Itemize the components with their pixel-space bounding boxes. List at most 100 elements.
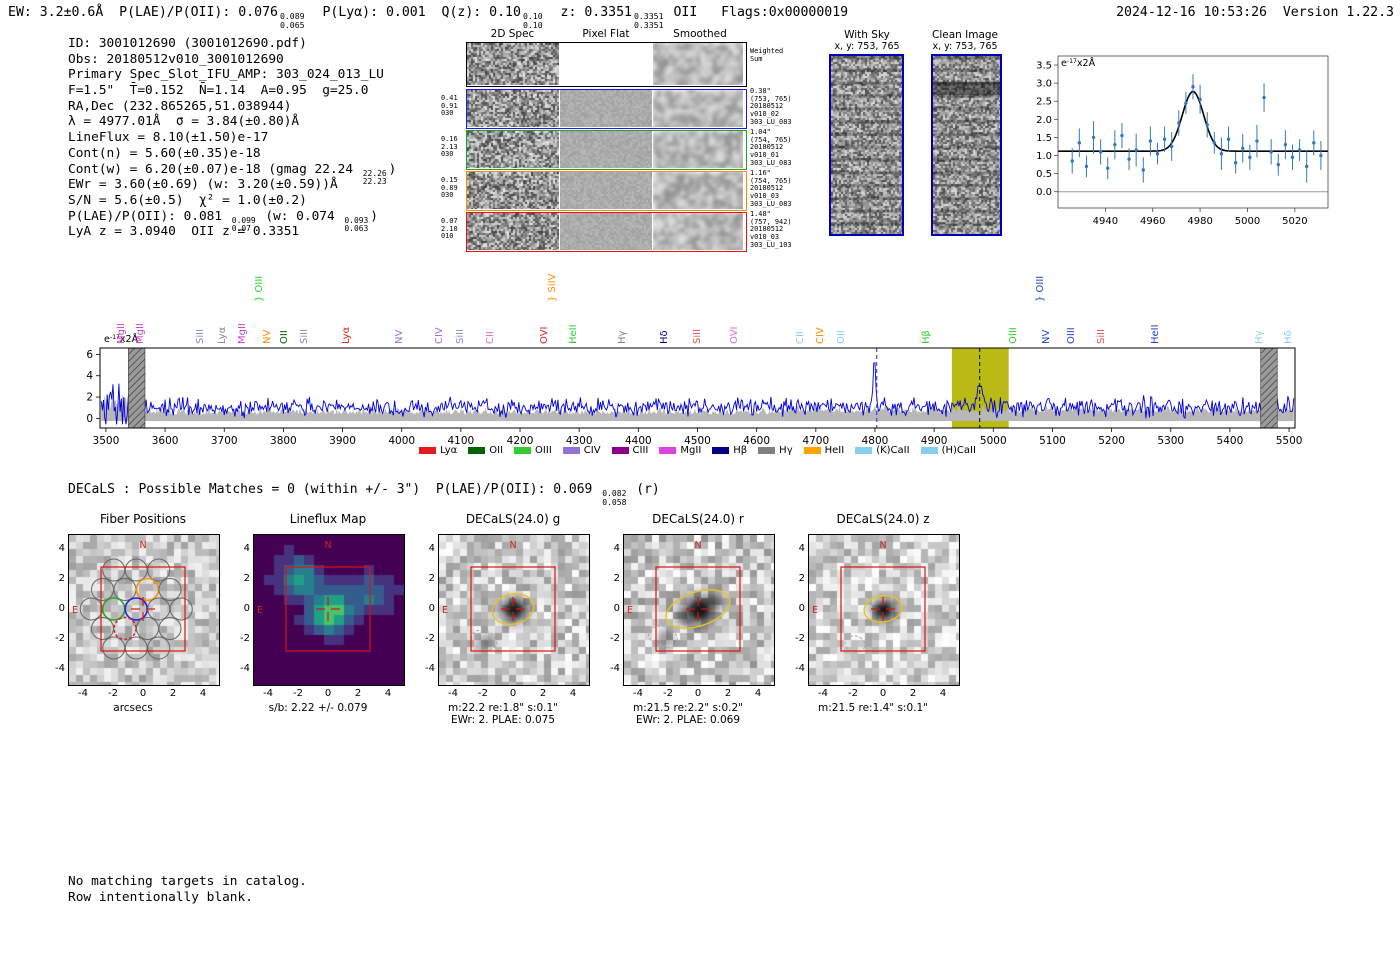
cutout-y-tick-label: 4	[243, 543, 250, 554]
uncertainty-lower: 0.058	[602, 497, 627, 507]
y-tick-label: 0.5	[1036, 169, 1052, 180]
legend-swatch	[562, 447, 580, 454]
smoothed-image	[653, 43, 743, 85]
cutout-panel: DECaLS(24.0) r N E -4 -4 -2 -2 0 0 2 2 4 4 m:21.5 re:…	[593, 512, 783, 727]
data-point	[1219, 152, 1224, 156]
y-tick-label: 1.0	[1036, 151, 1052, 162]
info-line: λ = 4977.01Å σ = 3.84(±0.80)Å	[68, 114, 396, 130]
column-header-pixel-flat: Pixel Flat	[582, 28, 630, 40]
data-point	[1184, 101, 1188, 105]
x-tick-label: 3700	[211, 435, 238, 447]
spec2d-image	[467, 90, 559, 127]
x-tick-label: 5500	[1276, 435, 1303, 447]
cutout-y-tick-label: 2	[58, 573, 65, 584]
text-run: Cont(n) = 5.60(±0.35)e-18	[68, 145, 261, 161]
x-tick-label: 3600	[152, 435, 179, 447]
compass-east: E	[257, 605, 263, 616]
legend-item: CIV	[562, 445, 601, 456]
catalog-ellipse	[491, 592, 535, 626]
uncertainty-upper: 0.082	[602, 489, 627, 499]
cutout-x-tick-label: 2	[354, 688, 362, 699]
info-line: F=1.5" T̄=0.152 N̄=1.14 A=0.95 g=25.0	[68, 83, 396, 99]
superscript: -17	[1066, 57, 1077, 65]
cutout-panel: DECaLS(24.0) g N E -4 -4 -2 -2 0 0 2 2 4 4 m:22.2 re:…	[408, 512, 598, 727]
cutout-image	[68, 534, 220, 686]
cutout-x-tick-label: 0	[879, 688, 887, 699]
pixel-flat-image	[560, 131, 652, 168]
data-point	[1226, 137, 1231, 141]
fiber-circle	[102, 636, 126, 660]
y-tick-label: 0	[86, 413, 93, 425]
fiber-circle	[136, 617, 159, 640]
text-run: )	[388, 161, 397, 177]
cutout-y-tick-label: 0	[798, 603, 805, 614]
x-tick-label: 5000	[980, 435, 1007, 447]
x-tick-label: 5400	[1217, 435, 1244, 447]
spec2d-row	[466, 171, 747, 211]
cutout-x-tick-label: -4	[448, 688, 458, 699]
x-tick-label: 4980	[1187, 216, 1212, 227]
footer-notes: No matching targets in catalog. Row inte…	[68, 874, 307, 905]
x-tick-label: 3500	[93, 435, 120, 447]
spec2d-row	[466, 89, 747, 129]
data-point	[1304, 164, 1309, 169]
cutout-panel: DECaLS(24.0) z N E -4 -4 -2 -2 0 0 2 2 4 4 m:21.5 re:…	[778, 512, 968, 727]
data-point	[1255, 139, 1259, 143]
text-run: OII Flags:0x00000019	[665, 5, 849, 20]
uncertainty-lower: 0.3351	[633, 19, 664, 30]
legend-swatch	[855, 447, 873, 454]
fiber-circle	[101, 597, 126, 621]
info-line: P(LAE)/P(OII): 0.081 0.099 0.07 (w: 0.074…	[68, 209, 396, 233]
x-tick-label: 4400	[625, 435, 652, 447]
y-tick-label: 6	[86, 349, 93, 361]
detection-info-block: ID: 3001012690 (3001012690.pdf) Obs: 2018…	[68, 36, 396, 240]
data-point	[1276, 162, 1280, 167]
masked-region	[128, 347, 146, 429]
cutout-x-tick-label: 0	[324, 688, 332, 699]
info-line: ID: 3001012690 (3001012690.pdf)	[68, 36, 396, 52]
with-sky-title: With Sky	[844, 29, 890, 41]
uncertainty-lower: 0.065	[279, 19, 305, 30]
stacked-uncertainty: 0.3351 0.3351	[634, 12, 664, 29]
cutout-overlay: NE	[442, 540, 556, 652]
cutout-x-tick-label: 4	[754, 688, 762, 699]
x-tick-label: 4800	[862, 435, 889, 447]
extraction-box	[285, 566, 371, 652]
masked-region	[1260, 347, 1278, 429]
compass-east: E	[72, 605, 78, 616]
data-point	[1070, 159, 1074, 163]
data-point	[1248, 155, 1252, 160]
cutout-caption: m:21.5 re:2.2" s:0.2"	[633, 702, 743, 714]
legend-swatch	[468, 447, 486, 454]
fiber-circle	[135, 577, 160, 602]
uncertainty-lower: 0.10	[522, 19, 543, 30]
data-point	[1120, 133, 1124, 138]
x-tick-label: 4900	[921, 435, 948, 447]
uncertainty-upper: 0.099	[231, 215, 256, 225]
text-run: e	[1061, 58, 1067, 69]
cutout-overlay: NE	[812, 540, 926, 653]
text-run: ID: 3001012690 (3001012690.pdf)	[68, 36, 307, 51]
y-tick-label: 3.5	[1036, 61, 1052, 72]
cutout-title: Lineflux Map	[289, 512, 367, 526]
uncertainty-upper: 0.093	[344, 215, 369, 225]
spec2d-image	[467, 43, 559, 85]
extraction-box	[840, 566, 926, 652]
cutout-y-tick-label: -2	[610, 633, 620, 644]
info-line: LyA z = 3.0940 OII z = 0.3351	[68, 224, 396, 240]
data-point	[1212, 141, 1217, 145]
legend-label: OIII	[535, 445, 552, 456]
fiber-circle	[79, 597, 103, 621]
cutout-y-tick-label: 0	[243, 603, 250, 614]
cutout-y-tick-label: 2	[428, 573, 435, 584]
neighbor-ellipse	[471, 629, 497, 651]
cutout-x-tick-label: 0	[509, 688, 517, 699]
pixel-flat-image	[560, 172, 652, 209]
fiber-detail-labels: 1.48" (757, 942) 20180512 v010_03 303_LU…	[750, 210, 792, 249]
catalog-ellipse	[665, 589, 731, 629]
header-summary-line: EW: 3.2±0.6Å P(LAE)/P(OII): 0.076 0.089 0.…	[8, 5, 848, 29]
cutout-caption: s/b: 2.22 +/- 0.079	[268, 702, 368, 714]
stacked-uncertainty: 0.089 0.065	[280, 12, 305, 29]
info-line: LineFlux = 8.10(±1.50)e-17	[68, 130, 396, 146]
legend-label: (K)CaII	[876, 445, 910, 456]
